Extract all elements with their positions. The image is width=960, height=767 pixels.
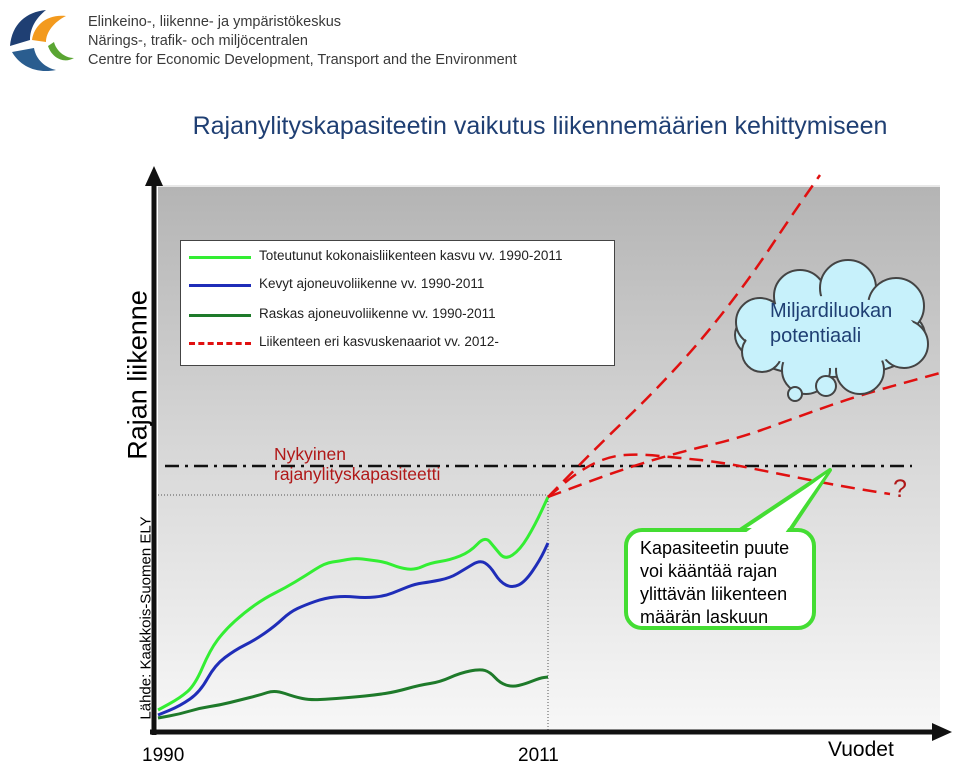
legend-swatch-scenarios [189, 342, 251, 345]
org-name-english: Centre for Economic Development, Transpo… [88, 52, 517, 68]
legend-item-scenarios: Liikenteen eri kasvuskenaariot vv. 2012- [181, 333, 614, 353]
org-name-finnish: Elinkeino-, liikenne- ja ympäristökeskus [88, 14, 342, 30]
org-name-swedish: Närings-, trafik- och miljöcentralen [88, 33, 308, 49]
scenario-line [547, 453, 891, 498]
legend-label: Liikenteen eri kasvuskenaariot vv. 2012- [259, 334, 499, 349]
cloud-shape [734, 259, 929, 402]
legend-item-total: Toteutunut kokonaisliikenteen kasvu vv. … [181, 247, 614, 267]
bubble-label-line: Kapasiteetin puute [640, 538, 790, 558]
y-axis-arrow [145, 166, 163, 186]
chart-title: Rajanylityskapasiteetin vaikutus liikenn… [192, 112, 888, 140]
legend-label: Kevyt ajoneuvoliikenne vv. 1990-2011 [259, 276, 485, 291]
x-axis-label: Vuodet [828, 738, 894, 761]
capacity-line-label: Nykyinen rajanylityskapasiteetti [274, 444, 440, 484]
bubble-label: Kapasiteetin puute voi kääntää rajan yli… [640, 537, 789, 629]
legend-swatch-heavy [189, 314, 251, 317]
x-tick-label: 2011 [518, 745, 559, 766]
x-axis-arrow [932, 723, 952, 741]
legend-item-light: Kevyt ajoneuvoliikenne vv. 1990-2011 [181, 275, 614, 295]
legend-swatch-light [189, 284, 251, 287]
series-line [157, 542, 550, 717]
capacity-label-line: rajanylityskapasiteetti [274, 464, 441, 484]
legend-item-heavy: Raskas ajoneuvoliikenne vv. 1990-2011 [181, 305, 614, 325]
capacity-label-line: Nykyinen [274, 444, 346, 464]
speech-bubble-shape [624, 468, 832, 630]
series-line [157, 668, 549, 720]
bubble-label-line: voi kääntää rajan [640, 561, 778, 581]
legend: Toteutunut kokonaisliikenteen kasvu vv. … [180, 240, 615, 366]
cloud-label-line: potentiaali [770, 325, 862, 347]
source-note: Lähde: Kaakkois-Suomen ELY [137, 516, 155, 720]
bubble-label-line: ylittävän liikenteen [640, 584, 788, 604]
question-mark: ? [893, 475, 907, 503]
cloud-label-line: Miljardiluokan [770, 300, 893, 322]
legend-label: Raskas ajoneuvoliikenne vv. 1990-2011 [259, 306, 496, 321]
x-tick-label: 1990 [142, 745, 185, 766]
legend-swatch-total [189, 256, 251, 259]
ely-logo [10, 10, 74, 72]
legend-label: Toteutunut kokonaisliikenteen kasvu vv. … [259, 248, 563, 263]
scenario-line [547, 174, 822, 498]
y-axis-label: Rajan liikenne [122, 290, 153, 460]
cloud-label: Miljardiluokan potentiaali [770, 299, 892, 349]
bubble-label-line: määrän laskuun [640, 607, 769, 627]
series-line [157, 496, 550, 712]
